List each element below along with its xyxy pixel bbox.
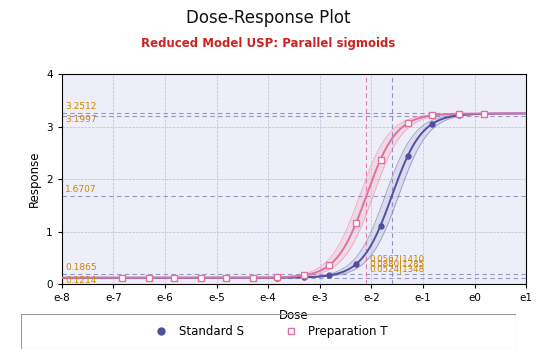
Text: 0.0567|1410: 0.0567|1410 (369, 255, 424, 264)
Text: 3.2512: 3.2512 (65, 102, 96, 111)
Text: 1.6707: 1.6707 (65, 185, 97, 195)
Text: Reduced Model USP: Parallel sigmoids: Reduced Model USP: Parallel sigmoids (141, 37, 396, 50)
Legend: Standard S, Preparation T: Standard S, Preparation T (144, 321, 393, 343)
Text: Dose-Response Plot: Dose-Response Plot (186, 9, 351, 27)
Text: 0.1865: 0.1865 (65, 263, 97, 272)
X-axis label: Dose: Dose (279, 309, 309, 322)
Text: 3.1997: 3.1997 (65, 114, 97, 124)
Text: 0.1214: 0.1214 (65, 276, 96, 285)
Text: 0.0880|1285: 0.0880|1285 (369, 260, 424, 269)
Y-axis label: Response: Response (27, 151, 41, 208)
Text: 0.0524|1348: 0.0524|1348 (369, 265, 424, 274)
